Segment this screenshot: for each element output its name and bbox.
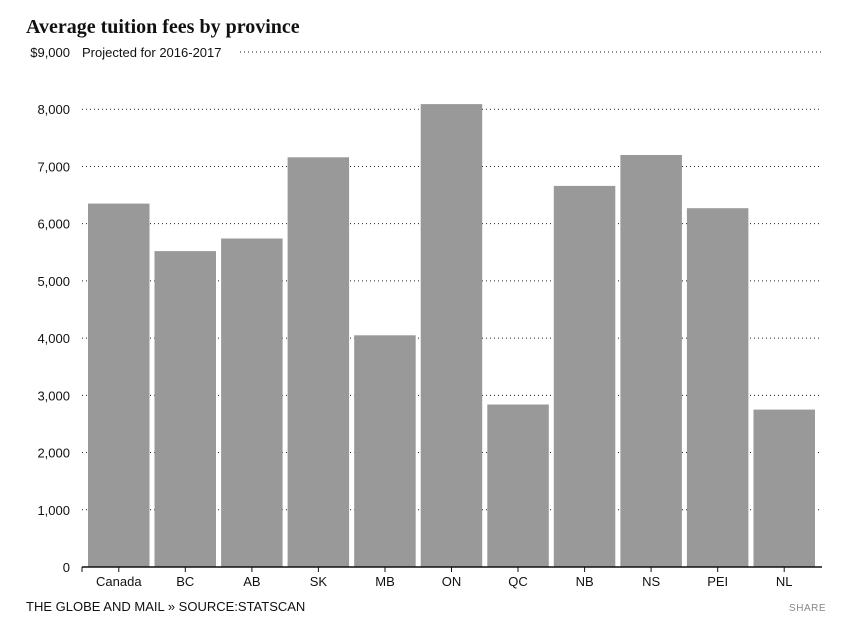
footer-credit: THE GLOBE AND MAIL » SOURCE:STATSCAN: [26, 599, 306, 614]
x-tick-label: QC: [508, 574, 528, 589]
bar-bc: [154, 251, 216, 567]
bar-sk: [287, 157, 350, 568]
x-tick-label: ON: [442, 574, 462, 589]
x-tick-label: AB: [243, 574, 260, 589]
bar-mb: [354, 335, 416, 568]
x-tick-label: PEI: [707, 574, 728, 589]
x-tick-label: SK: [310, 574, 328, 589]
y-tick-label: 8,000: [37, 102, 70, 117]
x-tick-label: NL: [776, 574, 793, 589]
bar-ns: [620, 155, 682, 567]
x-tick-label: BC: [176, 574, 194, 589]
y-tick-label: 6,000: [37, 217, 70, 232]
y-tick-label: 7,000: [37, 159, 70, 174]
chart-title: Average tuition fees by province: [26, 16, 300, 38]
bar-nb: [553, 185, 616, 567]
labels: 0 1,000 2,000 3,000 4,000 5,000 6,000 7,000 8,00…: [30, 45, 792, 589]
chart-note: Projected for 2016-2017: [82, 45, 221, 60]
bar-on: [420, 104, 483, 567]
x-tick-label: NS: [642, 574, 660, 589]
bar-canada: [88, 203, 150, 567]
bar-pei: [686, 208, 749, 567]
share-button[interactable]: SHARE: [789, 603, 826, 614]
y-tick-label: 1,000: [37, 503, 70, 518]
x-tick-label: Canada: [96, 574, 142, 589]
bars: [88, 104, 815, 568]
bar-ab: [221, 238, 283, 567]
bar-qc: [487, 404, 549, 567]
y-tick-label: 2,000: [37, 446, 70, 461]
y-tick-label: 5,000: [37, 274, 70, 289]
x-tick-label: MB: [375, 574, 395, 589]
bar-nl: [753, 409, 815, 567]
x-tick-label: NB: [576, 574, 594, 589]
y-tick-label: 3,000: [37, 388, 70, 403]
y-tick-label: 0: [63, 560, 70, 575]
axes: [81, 566, 822, 572]
y-tick-label: 4,000: [37, 331, 70, 346]
y-tick-label: $9,000: [30, 45, 70, 60]
